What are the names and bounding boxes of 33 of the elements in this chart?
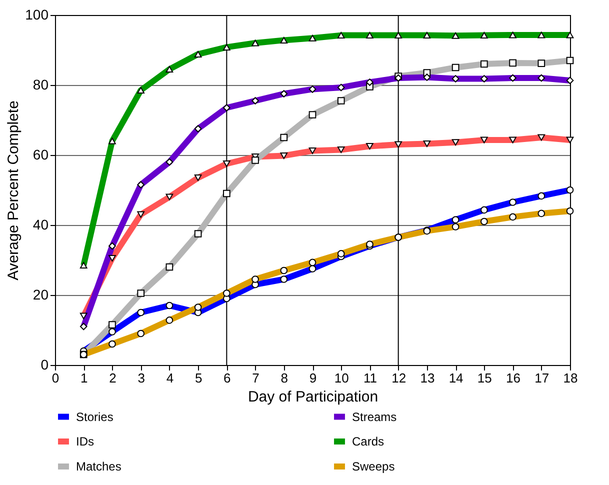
- y-tick-label: 0: [40, 356, 49, 372]
- x-tick-label: 15: [477, 370, 492, 386]
- x-tick-label: 7: [252, 370, 260, 386]
- x-tick-label: 11: [363, 370, 377, 386]
- x-tick-label: 2: [109, 370, 116, 386]
- x-tick-label: 0: [52, 370, 60, 386]
- legend-label: Stories: [76, 410, 114, 424]
- y-tick-label: 60: [32, 146, 49, 162]
- x-tick-label: 4: [166, 370, 174, 386]
- x-tick-label: 13: [420, 370, 435, 386]
- legend-label: Streams: [352, 410, 397, 424]
- x-tick-label: 3: [138, 370, 145, 386]
- x-tick-label: 5: [194, 370, 202, 386]
- x-tick-label: 1: [80, 370, 88, 386]
- y-tick-label: 100: [25, 6, 49, 22]
- legend-label: Cards: [352, 434, 384, 448]
- x-tick-label: 6: [224, 370, 231, 386]
- legend-label: Matches: [76, 460, 122, 474]
- x-tick-label: 9: [309, 370, 317, 386]
- y-tick-label: 40: [32, 216, 49, 232]
- y-tick-label: 80: [32, 76, 49, 92]
- x-tick-label: 14: [448, 370, 464, 386]
- x-axis-title: Day of Participation: [248, 388, 378, 406]
- legend-label: IDs: [76, 434, 94, 448]
- x-tick-label: 18: [563, 370, 578, 386]
- x-tick-label: 8: [280, 370, 288, 386]
- x-tick-label: 16: [506, 370, 521, 386]
- y-axis-title: Average Percent Complete: [5, 100, 22, 280]
- x-tick-label: 17: [534, 370, 550, 386]
- x-tick-label: 10: [334, 370, 349, 386]
- y-tick-label: 20: [32, 286, 49, 302]
- legend-label: Sweeps: [352, 460, 395, 474]
- x-tick-label: 12: [392, 370, 406, 386]
